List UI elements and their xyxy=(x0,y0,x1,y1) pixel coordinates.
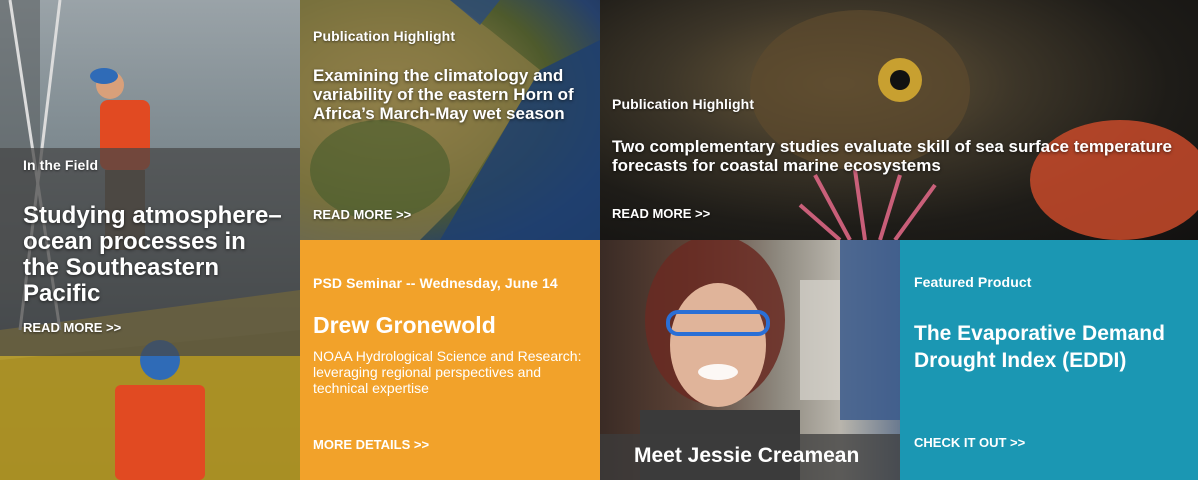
seminar-speaker-name[interactable]: Drew Gronewold xyxy=(313,312,496,338)
tile-meet-scientist[interactable]: Meet Jessie Creamean xyxy=(600,240,900,480)
field-kicker: In the Field xyxy=(23,157,99,173)
africa-headline[interactable]: Examining the climatology and variabilit… xyxy=(313,66,574,123)
person-caption[interactable]: Meet Jessie Creamean xyxy=(634,444,860,467)
fish-kicker: Publication Highlight xyxy=(612,96,755,112)
tile-horn-of-africa[interactable]: Publication Highlight Examining the clim… xyxy=(300,0,600,240)
africa-satellite-image xyxy=(300,0,600,240)
tile-psd-seminar[interactable]: PSD Seminar -- Wednesday, June 14 Drew G… xyxy=(300,240,600,480)
eddi-kicker: Featured Product xyxy=(914,274,1032,290)
tile-in-the-field[interactable]: In the Field Studying atmosphere–ocean p… xyxy=(0,0,300,480)
fish-headline[interactable]: Two complementary studies evaluate skill… xyxy=(612,137,1172,175)
seminar-more-details-link[interactable]: MORE DETAILS >> xyxy=(313,437,430,452)
field-text-band xyxy=(0,148,300,356)
eddi-check-it-out-link[interactable]: CHECK IT OUT >> xyxy=(914,435,1026,450)
africa-read-more-link[interactable]: READ MORE >> xyxy=(313,207,412,222)
fish-photo xyxy=(750,10,1198,240)
tile-featured-product[interactable]: Featured Product The Evaporative Demand … xyxy=(900,240,1198,480)
field-headline[interactable]: Studying atmosphere–ocean processes in t… xyxy=(23,202,282,307)
tile-marine-forecasts[interactable]: Publication Highlight Two complementary … xyxy=(600,0,1198,240)
seminar-description: NOAA Hydrological Science and Research: … xyxy=(313,348,582,396)
africa-kicker: Publication Highlight xyxy=(313,28,456,44)
seminar-kicker: PSD Seminar -- Wednesday, June 14 xyxy=(313,275,558,291)
field-read-more-link[interactable]: READ MORE >> xyxy=(23,320,122,335)
eddi-headline[interactable]: The Evaporative Demand Drought Index (ED… xyxy=(914,322,1165,372)
fish-read-more-link[interactable]: READ MORE >> xyxy=(612,206,711,221)
person-caption-bar xyxy=(600,434,900,480)
